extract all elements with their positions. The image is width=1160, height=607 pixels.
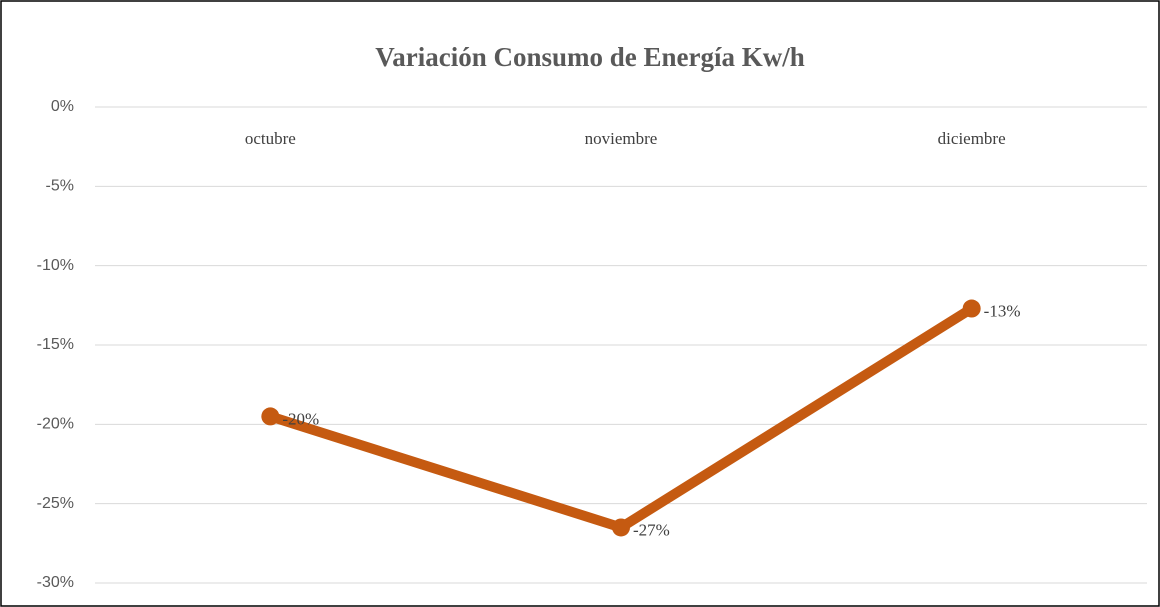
y-tick-label: 0%: [51, 98, 74, 115]
x-tick-label: octubre: [245, 129, 296, 148]
x-tick-label: noviembre: [585, 129, 658, 148]
y-tick-label: -10%: [37, 257, 74, 274]
point: [261, 407, 280, 426]
y-tick-label: -25%: [37, 495, 74, 512]
y-tick-label: -15%: [37, 336, 74, 353]
y-tick-label: -20%: [37, 416, 74, 433]
point: [962, 299, 981, 318]
data-label: -27%: [633, 520, 670, 539]
chart-title: Variación Consumo de Energía Kw/h: [375, 42, 805, 72]
data-label: -13%: [984, 301, 1021, 320]
x-tick-label: diciembre: [938, 129, 1006, 148]
y-tick-label: -30%: [37, 574, 74, 591]
data-label: -20%: [282, 409, 319, 428]
point: [612, 518, 630, 537]
y-tick-label: -5%: [46, 178, 74, 195]
